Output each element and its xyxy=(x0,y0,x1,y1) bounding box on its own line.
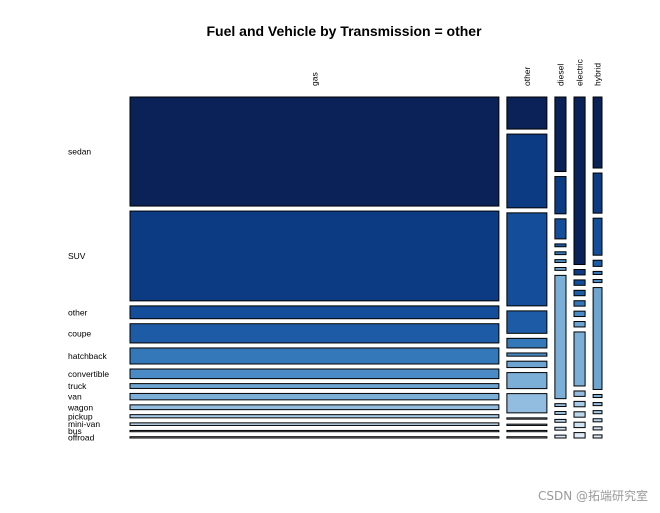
tile-electric-mini-van xyxy=(573,411,586,418)
row-label-truck: truck xyxy=(68,381,87,391)
tile-other-van xyxy=(506,372,548,390)
tile-diesel-van xyxy=(554,274,567,400)
column-label-diesel: diesel xyxy=(555,64,565,86)
tile-electric-offroad xyxy=(573,432,586,439)
tile-other-SUV xyxy=(506,133,548,209)
row-label-convertible: convertible xyxy=(68,369,109,379)
tile-gas-wagon xyxy=(129,404,500,411)
tile-diesel-mini-van xyxy=(554,418,567,423)
tile-hybrid-van xyxy=(592,393,603,399)
row-label-mini-van: mini-van xyxy=(68,419,100,429)
row-label-van: van xyxy=(68,392,82,402)
tile-other-pickup xyxy=(506,417,548,420)
tile-electric-convertible xyxy=(573,310,586,318)
tile-other-convertible xyxy=(506,352,548,357)
tile-electric-hatchback xyxy=(573,300,586,307)
tile-electric-other xyxy=(573,279,586,286)
watermark: CSDN @拓端研究室 xyxy=(538,488,648,503)
tile-diesel-hatchback xyxy=(554,251,567,256)
tile-diesel-coupe xyxy=(554,243,567,248)
tile-gas-other xyxy=(129,305,500,320)
tile-diesel-pickup xyxy=(554,411,567,415)
tile-diesel-wagon xyxy=(554,403,567,408)
row-labels: sedan SUV other coupe hatchback convertible tr… xyxy=(67,147,109,443)
tile-electric-wagon xyxy=(573,390,586,397)
row-label-wagon: wagon xyxy=(67,402,93,412)
tile-gas-bus xyxy=(129,429,500,433)
tile-gas-sedan xyxy=(129,96,500,207)
tile-diesel-offroad xyxy=(554,434,567,439)
tile-electric-pickup xyxy=(573,400,586,408)
tile-gas-pickup xyxy=(129,414,500,419)
tile-gas-coupe xyxy=(129,323,500,344)
row-label-bus: bus xyxy=(68,426,82,436)
tile-gas-mini-van xyxy=(129,422,500,426)
tile-hybrid-SUV xyxy=(592,172,603,214)
tile-other-mini-van xyxy=(506,423,548,426)
tile-hybrid-sedan xyxy=(592,96,603,169)
column-label-other: other xyxy=(522,66,532,86)
tile-diesel-SUV xyxy=(554,176,567,215)
tile-gas-hatchback xyxy=(129,347,500,365)
tile-other-coupe xyxy=(506,310,548,334)
tile-diesel-sedan xyxy=(554,96,567,173)
tile-hybrid-bus xyxy=(592,426,603,431)
tile-other-bus xyxy=(506,429,548,433)
column-label-hybrid: hybrid xyxy=(593,63,603,86)
tile-hybrid-truck xyxy=(592,287,603,390)
tile-gas-convertible xyxy=(129,368,500,380)
tile-hybrid-pickup xyxy=(592,410,603,415)
tile-hybrid-mini-van xyxy=(592,418,603,423)
tile-gas-SUV xyxy=(129,210,500,302)
tile-electric-truck xyxy=(573,321,586,328)
tile-electric-van xyxy=(573,331,586,387)
row-label-offroad: offroad xyxy=(68,432,95,442)
mosaic-tiles xyxy=(129,96,603,439)
tile-other-truck xyxy=(506,360,548,369)
tile-hybrid-offroad xyxy=(592,434,603,439)
tile-other-hatchback xyxy=(506,337,548,349)
tile-electric-coupe xyxy=(573,289,586,297)
row-label-pickup: pickup xyxy=(68,411,93,421)
column-labels: gas other diesel electric hybrid xyxy=(309,58,602,86)
tile-electric-bus xyxy=(573,421,586,429)
tile-electric-SUV xyxy=(573,269,586,276)
tile-diesel-truck xyxy=(554,267,567,271)
column-label-electric: electric xyxy=(575,58,585,86)
chart-title: Fuel and Vehicle by Transmission = other xyxy=(206,23,482,39)
row-label-coupe: coupe xyxy=(68,328,91,338)
tile-diesel-convertible xyxy=(554,259,567,264)
tile-diesel-other xyxy=(554,218,567,240)
tile-gas-offroad xyxy=(129,436,500,439)
tile-gas-van xyxy=(129,392,500,401)
tile-diesel-bus xyxy=(554,426,567,431)
row-label-other: other xyxy=(68,307,88,317)
tile-hybrid-coupe xyxy=(592,259,603,267)
tile-hybrid-convertible xyxy=(592,278,603,284)
tile-hybrid-wagon xyxy=(592,402,603,407)
row-label-sedan: sedan xyxy=(68,147,91,157)
column-label-gas: gas xyxy=(309,72,319,86)
tile-gas-truck xyxy=(129,383,500,389)
tile-other-wagon xyxy=(506,393,548,414)
tile-hybrid-hatchback xyxy=(592,270,603,275)
tile-electric-sedan xyxy=(573,96,586,266)
tile-other-sedan xyxy=(506,96,548,130)
tile-other-other xyxy=(506,212,548,307)
tile-hybrid-other xyxy=(592,217,603,256)
row-label-hatchback: hatchback xyxy=(68,351,107,361)
row-label-SUV: SUV xyxy=(68,251,86,261)
tile-other-offroad xyxy=(506,436,548,439)
